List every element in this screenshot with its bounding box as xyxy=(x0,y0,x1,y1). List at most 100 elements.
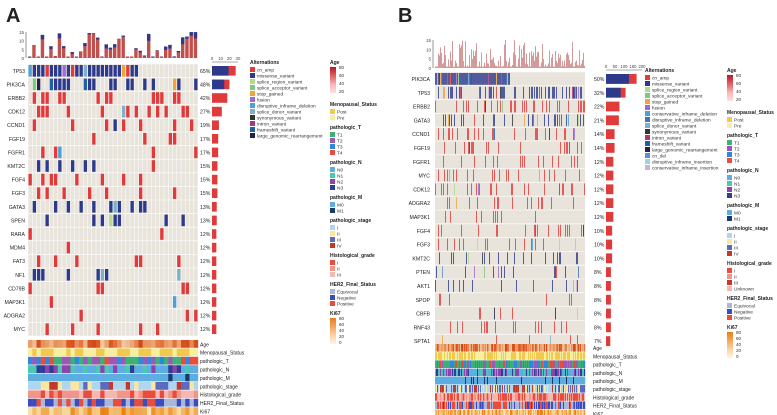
annotation-cell xyxy=(435,376,437,385)
frequency-bar xyxy=(606,143,615,153)
legend-tick-label: 20 xyxy=(736,348,742,353)
legend-label: I xyxy=(337,260,338,266)
alteration-cell xyxy=(134,255,139,267)
annotation-cell xyxy=(473,385,475,393)
annotation-cell xyxy=(87,382,92,390)
alteration-cell xyxy=(462,73,463,85)
legend-tick-label: 0 xyxy=(339,340,342,345)
annotation-cell xyxy=(28,398,33,407)
alteration-cell xyxy=(461,224,462,237)
annotation-cell xyxy=(453,352,455,360)
tmb-bar-segment xyxy=(164,46,168,50)
annotation-cell xyxy=(172,407,177,415)
annotation-cell xyxy=(117,398,122,407)
alteration-cell xyxy=(472,142,473,154)
annotation-cell xyxy=(446,352,448,360)
tmb-bar xyxy=(457,66,458,68)
annotation-cell xyxy=(513,409,515,415)
oncoprint-grid xyxy=(435,71,585,349)
gene-label: CBFB xyxy=(416,312,430,318)
annotation-cell xyxy=(121,398,126,407)
gene-label: FGF19 xyxy=(414,146,430,152)
alteration-cell xyxy=(536,86,537,99)
legend-swatch xyxy=(250,85,255,90)
legend-label: conservative_inframe_insertion xyxy=(652,165,719,171)
alteration-cell xyxy=(576,280,577,292)
annotation-cell xyxy=(564,344,566,352)
annotation-cell xyxy=(452,409,454,415)
annotation-cell xyxy=(440,368,442,377)
annotation-cell xyxy=(494,376,496,385)
annotation-cell xyxy=(104,356,109,365)
tmb-bar xyxy=(545,64,546,68)
legend-swatch xyxy=(330,295,335,300)
alteration-cell xyxy=(497,224,498,237)
alteration-cell xyxy=(463,114,464,127)
tmb-bar-segment xyxy=(96,37,100,40)
tmb-tick-label: 5 xyxy=(428,57,431,62)
legend-swatch xyxy=(727,140,732,145)
alteration-cell xyxy=(556,128,557,140)
annotation-cell xyxy=(567,385,569,393)
annotation-cell xyxy=(502,376,504,385)
alteration-cell xyxy=(504,266,505,278)
gene-label: GATA3 xyxy=(414,118,430,124)
annotation-cell xyxy=(449,360,451,368)
annotation-cell xyxy=(473,368,475,377)
alteration-cell xyxy=(28,228,32,240)
alteration-cell xyxy=(486,73,487,85)
annotation-cell xyxy=(515,352,517,360)
alteration-cell xyxy=(155,92,160,104)
annotation-cell xyxy=(527,393,529,401)
annotation-cell xyxy=(575,409,577,415)
alteration-cell xyxy=(471,73,472,85)
gene-percent: 12% xyxy=(594,215,605,221)
alteration-cell xyxy=(558,155,559,168)
annotation-cell xyxy=(45,365,50,373)
legend-swatch xyxy=(330,138,335,143)
annotation-cell xyxy=(440,385,442,393)
annotation-cell xyxy=(521,368,523,377)
alteration-cell xyxy=(109,201,113,213)
annotation-cell xyxy=(567,376,569,385)
annotation-cell xyxy=(505,344,507,352)
alteration-cell xyxy=(495,211,496,223)
annotation-cell xyxy=(545,401,547,409)
alteration-cell xyxy=(177,269,181,281)
annotation-cell xyxy=(471,376,473,385)
alteration-cell xyxy=(155,105,160,118)
annotation-cell xyxy=(450,376,452,385)
annotation-cell xyxy=(521,385,523,393)
annotation-cell xyxy=(579,393,581,401)
annotation-cell xyxy=(442,352,444,360)
annotation-tracks: AgeMenopausal_Statuspathologic_Tpatholog… xyxy=(28,340,245,415)
alteration-cell xyxy=(438,86,439,99)
tmb-bar xyxy=(530,66,531,68)
legend-label: T2 xyxy=(337,138,343,144)
annotation-cell xyxy=(449,409,451,415)
tmb-bar xyxy=(168,44,172,58)
alteration-cell xyxy=(554,114,555,127)
alteration-cell xyxy=(479,86,480,99)
alteration-cell xyxy=(53,173,58,186)
annotation-cell xyxy=(448,376,450,385)
annotation-cell xyxy=(582,401,584,409)
tmb-bar xyxy=(517,66,518,68)
alteration-cell xyxy=(474,73,475,85)
alteration-cell xyxy=(461,155,462,168)
annotation-cell xyxy=(526,385,528,393)
annotation-cell xyxy=(36,390,41,399)
annotation-cell xyxy=(125,373,131,382)
alteration-cell xyxy=(177,78,181,91)
tmb-bar xyxy=(464,66,465,68)
annotation-cell xyxy=(539,401,541,409)
annotation-cell xyxy=(573,409,575,415)
alteration-cell xyxy=(561,114,562,127)
annotation-cell xyxy=(117,356,122,365)
annotation-cell xyxy=(507,385,509,393)
annotation-cell xyxy=(474,393,476,401)
alteration-cell xyxy=(522,155,523,168)
alteration-cell xyxy=(528,114,529,127)
annotation-cell xyxy=(536,393,538,401)
legend-swatch xyxy=(645,117,650,122)
